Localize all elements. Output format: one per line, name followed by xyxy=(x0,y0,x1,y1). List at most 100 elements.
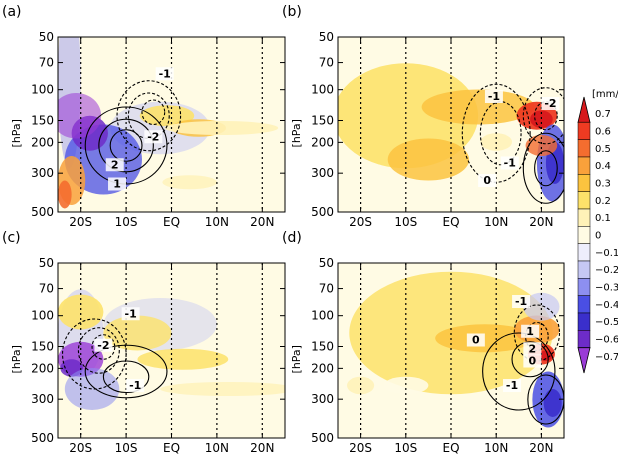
contour-label-bg xyxy=(523,354,542,368)
colorbar-segment xyxy=(577,139,591,158)
field-patch xyxy=(103,315,172,351)
positive-contour xyxy=(482,332,556,411)
y-tick-label: 300 xyxy=(311,392,334,406)
y-tick-label: 200 xyxy=(31,361,54,375)
colorbar-label: −0.2 xyxy=(595,265,618,276)
contour-label-bg xyxy=(541,97,560,110)
contour-label-bg xyxy=(108,177,127,191)
contour-label-bg xyxy=(121,307,140,321)
panel-c: 50 70 100 150 200 300 500 20S 10S EQ 10N 20N [hPa] (c… xyxy=(2,230,286,455)
contour-label: -1 xyxy=(515,295,527,308)
x-tick-label: 20S xyxy=(349,215,372,229)
y-tick-label: 200 xyxy=(311,361,334,375)
field-patch xyxy=(347,376,375,395)
panel-label: (a) xyxy=(2,4,22,20)
field-patch xyxy=(58,294,104,330)
x-tick-label: 20N xyxy=(250,441,274,455)
contour-label: 1 xyxy=(526,325,534,338)
y-tick-label: 150 xyxy=(311,339,334,353)
contour-label: -2 xyxy=(544,97,556,110)
y-axis-label: [hPa] xyxy=(290,345,303,373)
negative-contour xyxy=(479,101,522,166)
x-tick-label: EQ xyxy=(163,441,180,455)
contour-label-bg xyxy=(126,379,145,392)
field-patch xyxy=(530,110,553,128)
field-patch xyxy=(525,135,558,156)
contour-label-bg xyxy=(466,333,485,347)
colorbar-label: −0.3 xyxy=(595,283,618,294)
contour-label-bg xyxy=(155,67,174,81)
colorbar-segment xyxy=(577,226,591,244)
y-tick-label: 500 xyxy=(311,431,334,445)
contour-label: -1 xyxy=(129,379,141,392)
x-tick-label: 10S xyxy=(115,215,138,229)
y-axis-label: [hPa] xyxy=(290,119,303,147)
panel-label: (c) xyxy=(2,230,21,246)
negative-contour xyxy=(525,321,549,352)
field-patch xyxy=(164,121,279,135)
colorbar-label: −0.6 xyxy=(595,335,618,346)
contour-label-bg xyxy=(500,156,519,170)
y-tick-label: 150 xyxy=(31,113,54,127)
positive-contour xyxy=(522,132,564,204)
contour-label: 0 xyxy=(472,334,480,347)
x-tick-label: 20S xyxy=(69,215,92,229)
y-tick-label: 500 xyxy=(31,431,54,445)
y-axis-label: [hPa] xyxy=(10,119,23,147)
field-patch xyxy=(435,324,535,353)
y-tick-label: 100 xyxy=(311,83,334,97)
colorbar-label: 0.7 xyxy=(595,109,611,120)
contour-label: 2 xyxy=(111,158,119,171)
contour-label-bg xyxy=(523,342,542,356)
colorbar-segment xyxy=(577,330,591,348)
negative-contour xyxy=(116,80,182,152)
field-patch xyxy=(160,382,285,396)
y-tick-label: 150 xyxy=(31,339,54,353)
x-tick-label: 20N xyxy=(529,215,553,229)
colorbar-segment xyxy=(577,174,591,192)
contour-label-bg xyxy=(144,130,163,144)
x-tick-label: 10S xyxy=(394,441,417,455)
panel-a: 50 70 100 150 200 300 500 20S 10S EQ 10N 20N [hPa] (a… xyxy=(2,4,286,229)
shaded-field xyxy=(58,37,285,212)
colorbar-label: 0.5 xyxy=(595,144,611,155)
y-tick-label: 100 xyxy=(31,309,54,323)
contour-label: -1 xyxy=(504,157,516,170)
colorbar-label: 0 xyxy=(595,231,601,242)
contour-label: -1 xyxy=(125,307,137,320)
colorbar-unit: [mm/s] xyxy=(592,89,618,100)
contour-label-bg xyxy=(512,295,531,308)
y-tick-label: 200 xyxy=(31,135,54,149)
negative-contour xyxy=(91,334,116,360)
x-tick-label: EQ xyxy=(442,441,459,455)
negative-contour xyxy=(77,327,120,374)
field-patch xyxy=(421,89,535,125)
x-tick-label: EQ xyxy=(442,215,459,229)
colorbar-segment xyxy=(577,278,591,296)
negative-contour xyxy=(141,99,166,126)
contour-label: -1 xyxy=(159,67,171,80)
negative-contour xyxy=(513,304,561,362)
y-tick-label: 500 xyxy=(31,205,54,219)
y-tick-label: 150 xyxy=(311,113,334,127)
contour-label: -2 xyxy=(97,339,109,352)
contour-label: 1 xyxy=(113,178,121,191)
field-patch xyxy=(64,368,120,410)
shaded-field xyxy=(58,263,285,438)
panel-b: 50 70 100 150 200 300 500 20S 10S EQ 10N 20N [hPa] (b… xyxy=(282,4,565,229)
field-patch xyxy=(58,180,72,209)
colorbar-segment xyxy=(577,312,591,331)
x-tick-label: 10N xyxy=(205,215,229,229)
contour-label: -1 xyxy=(506,379,518,392)
contour-label: 2 xyxy=(529,342,537,355)
contour-label-bg xyxy=(105,158,124,172)
x-tick-label: 20N xyxy=(529,441,553,455)
y-tick-label: 100 xyxy=(31,83,54,97)
field-patch xyxy=(539,350,553,361)
colorbar-label: 0.1 xyxy=(595,213,611,224)
y-tick-label: 300 xyxy=(31,392,54,406)
colorbar-segment xyxy=(577,347,591,374)
colorbar-segment xyxy=(577,96,591,123)
x-tick-label: 10N xyxy=(484,215,508,229)
